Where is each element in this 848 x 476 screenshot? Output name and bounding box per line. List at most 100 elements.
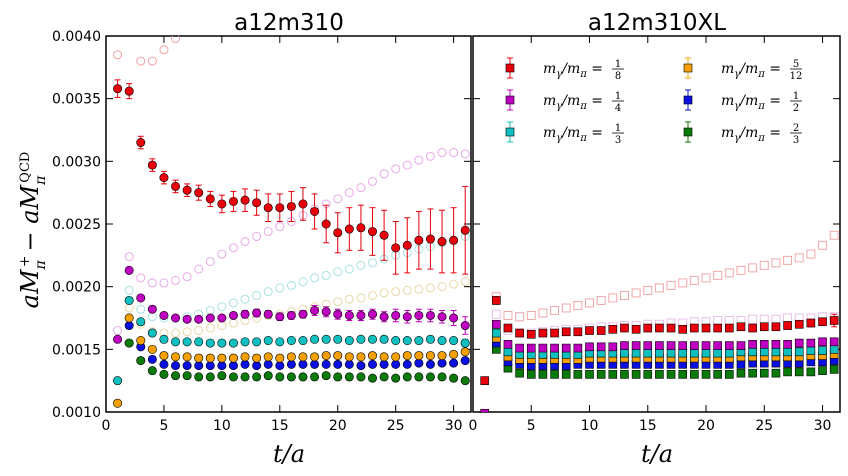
data-point [252, 353, 262, 363]
data-point [159, 173, 169, 183]
legend-marker [683, 63, 693, 73]
data-point [263, 309, 273, 319]
data-point [829, 316, 839, 325]
data-point [391, 310, 401, 320]
data-point [286, 201, 296, 211]
faded-point [182, 272, 192, 282]
data-point [829, 337, 839, 347]
data-point [678, 370, 688, 379]
data-point [596, 326, 606, 335]
data-point [690, 370, 699, 379]
faded-point [449, 279, 459, 289]
axis-ticks-right: 0 5 10 15 20 25 30 [469, 35, 840, 434]
data-point [136, 317, 146, 327]
data-point [725, 370, 734, 379]
legend-frac-den: 2 [793, 103, 799, 114]
data-point [147, 344, 157, 354]
faded-point [124, 252, 134, 262]
data-point [725, 341, 734, 350]
data-point [344, 336, 354, 346]
data-point [402, 351, 412, 361]
data-point [113, 84, 123, 94]
data-point [391, 336, 401, 346]
data-point [182, 337, 192, 347]
data-point [263, 371, 273, 381]
data-point [449, 358, 459, 368]
data-point [414, 358, 424, 368]
legend-marker [505, 95, 515, 105]
data-point [286, 310, 296, 320]
data-point [263, 203, 273, 213]
faded-point [619, 290, 629, 300]
data-point [460, 321, 470, 331]
data-point [205, 361, 215, 371]
data-point [503, 340, 513, 349]
faded-point [724, 268, 734, 278]
data-point [818, 346, 827, 355]
x-tick-label: 25 [755, 418, 773, 434]
legend-frac-den: 3 [793, 135, 799, 146]
series-1-4 [480, 319, 839, 412]
legend-item: mγ/mπ = 23 [683, 121, 802, 146]
x-tick-label: 10 [213, 418, 231, 434]
faded-point [333, 194, 343, 204]
faded-point [724, 316, 734, 326]
faded-point [526, 310, 536, 320]
data-point [736, 360, 746, 369]
data-point [159, 369, 169, 379]
data-point [310, 305, 320, 315]
faded-point [263, 287, 273, 297]
legend-item: mγ/mπ = 14 [505, 89, 624, 114]
faded-point [159, 278, 169, 288]
faded-point [449, 148, 459, 158]
faded-point [414, 155, 424, 165]
data-point [205, 194, 215, 204]
faded-point [124, 285, 134, 295]
data-point [561, 343, 571, 353]
x-tick-label: 25 [387, 418, 405, 434]
faded-point [771, 258, 781, 268]
data-point [425, 310, 435, 320]
legend-label: mγ/mπ = [543, 61, 603, 80]
panel-title-right: a12m310XL [588, 10, 726, 36]
x-tick-label: 5 [527, 418, 536, 434]
data-point [771, 340, 781, 349]
faded-point [643, 285, 653, 295]
data-point [701, 348, 711, 358]
data-point [217, 338, 227, 348]
faded-point [240, 237, 250, 247]
data-point [252, 198, 262, 208]
data-point [321, 307, 331, 317]
data-point [492, 328, 501, 338]
faded-point [217, 302, 227, 312]
series-2-3 [492, 345, 839, 379]
x-tick-label: 20 [697, 418, 715, 434]
data-point [449, 235, 459, 245]
faded-point [240, 294, 250, 304]
data-point [356, 361, 366, 371]
faded-point [573, 300, 583, 310]
data-point [228, 361, 238, 371]
data-point [818, 337, 827, 347]
legend-frac-den: 8 [615, 71, 621, 82]
data-point [794, 347, 804, 357]
data-point [379, 372, 389, 382]
data-point [690, 341, 699, 350]
data-point [503, 323, 513, 333]
data-point [460, 376, 470, 386]
data-point [526, 370, 536, 379]
data-point [818, 366, 827, 375]
data-point [252, 361, 262, 371]
y-tick-label: 0.0030 [52, 154, 101, 170]
data-point [736, 341, 746, 350]
faded-point [491, 309, 501, 319]
data-point [368, 309, 378, 319]
data-point [356, 334, 366, 344]
data-point [391, 373, 401, 383]
data-point [205, 372, 215, 382]
faded-point [631, 288, 641, 298]
data-point [136, 293, 146, 303]
data-point [402, 359, 412, 369]
x-tick-label: 0 [469, 418, 478, 434]
